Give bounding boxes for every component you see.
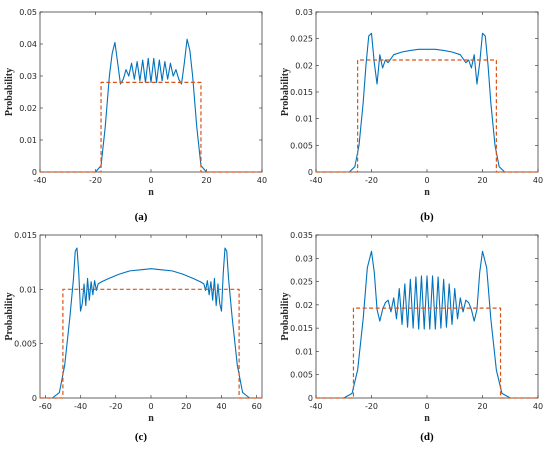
x-tick-label: 0	[148, 176, 153, 185]
classical-distribution-line	[316, 59, 538, 173]
x-tick-label: 60	[252, 402, 262, 411]
panel-a: -40 -20 0 20 40 0 0.01 0.02 0.03 0.04 0.05 n Probabi…	[4, 8, 267, 223]
panel-caption: (a)	[135, 211, 148, 223]
x-tick-label: 40	[257, 176, 267, 185]
x-tick-label: 0	[424, 402, 429, 411]
y-tick-label: 0	[308, 394, 313, 403]
y-tick-label: 0	[308, 168, 313, 177]
x-tick-label: -40	[74, 402, 87, 411]
y-tick-label: 0.015	[14, 231, 37, 240]
plot-area-d	[315, 234, 539, 399]
y-tick-label: 0	[32, 394, 37, 403]
x-tick-label: -40	[33, 176, 46, 185]
y-tick-label: 0.005	[290, 371, 313, 380]
y-tick-label: 0.025	[290, 35, 313, 44]
y-tick-label: 0.03	[19, 72, 37, 81]
plot-area-b	[315, 11, 539, 173]
x-axis-title: n	[424, 413, 430, 424]
x-tick-label: 20	[477, 402, 487, 411]
y-tick-label: 0.005	[14, 340, 37, 349]
y-tick-label: 0.01	[295, 115, 313, 124]
y-tick-label: 0.01	[295, 347, 313, 356]
quantum-walk-line	[95, 38, 207, 173]
x-tick-label: -40	[309, 176, 322, 185]
x-tick-label: -20	[365, 176, 378, 185]
panel-b: -40 -20 0 20 40 0 0.005 0.01 0.015 0.02 0.025 0.03 n…	[280, 8, 543, 223]
x-tick-label: 0	[148, 402, 153, 411]
y-tick-label: 0.005	[290, 141, 313, 150]
y-tick-label: 0.015	[290, 324, 313, 333]
panel-caption: (b)	[420, 211, 434, 223]
x-tick-label: -20	[365, 402, 378, 411]
x-tick-label: 40	[533, 402, 543, 411]
y-axis-title: Probability	[4, 68, 15, 116]
quantum-walk-line	[348, 32, 506, 173]
panel-caption: (c)	[135, 431, 148, 443]
x-axis-title: n	[424, 187, 430, 198]
x-axis-title: n	[148, 413, 154, 424]
y-tick-label: 0.035	[290, 231, 313, 240]
quantum-walk-line	[343, 250, 511, 399]
classical-distribution-line	[316, 307, 538, 399]
y-tick-label: 0.01	[19, 285, 37, 294]
quantum-walk-line	[51, 247, 251, 399]
y-tick-label: 0.02	[295, 301, 313, 310]
y-tick-label: 0.015	[290, 88, 313, 97]
x-tick-label: 20	[181, 402, 191, 411]
y-tick-label: 0.03	[295, 254, 313, 263]
x-tick-label: 0	[424, 176, 429, 185]
y-tick-label: 0	[32, 168, 37, 177]
x-tick-label: -20	[109, 402, 122, 411]
plot-area-a	[39, 11, 263, 173]
x-tick-label: -40	[309, 402, 322, 411]
y-axis-title: Probability	[4, 292, 15, 340]
y-tick-label: 0.03	[295, 8, 313, 17]
x-tick-label: 20	[477, 176, 487, 185]
y-tick-label: 0.04	[19, 40, 37, 49]
panel-d: -40 -20 0 20 40 0 0.005 0.01 0.015 0.02 0.025 0.03 0…	[280, 231, 543, 443]
panel-caption: (d)	[420, 431, 434, 443]
y-axis-title: Probability	[280, 292, 291, 340]
plot-area-c	[39, 234, 263, 399]
y-tick-label: 0.05	[19, 8, 37, 17]
y-tick-label: 0.01	[19, 136, 37, 145]
panel-c: -60 -40 -20 0 20 40 60 0 0.005 0.01 0.015 n Probabil…	[4, 231, 263, 443]
x-tick-label: 40	[533, 176, 543, 185]
x-tick-label: -20	[89, 176, 102, 185]
y-tick-label: 0.02	[295, 61, 313, 70]
y-axis-title: Probability	[280, 68, 291, 116]
x-axis-title: n	[148, 187, 154, 198]
y-tick-label: 0.025	[290, 278, 313, 287]
y-tick-label: 0.02	[19, 104, 37, 113]
x-tick-label: 40	[216, 402, 226, 411]
x-tick-label: 20	[201, 176, 211, 185]
x-tick-label: -60	[39, 402, 52, 411]
